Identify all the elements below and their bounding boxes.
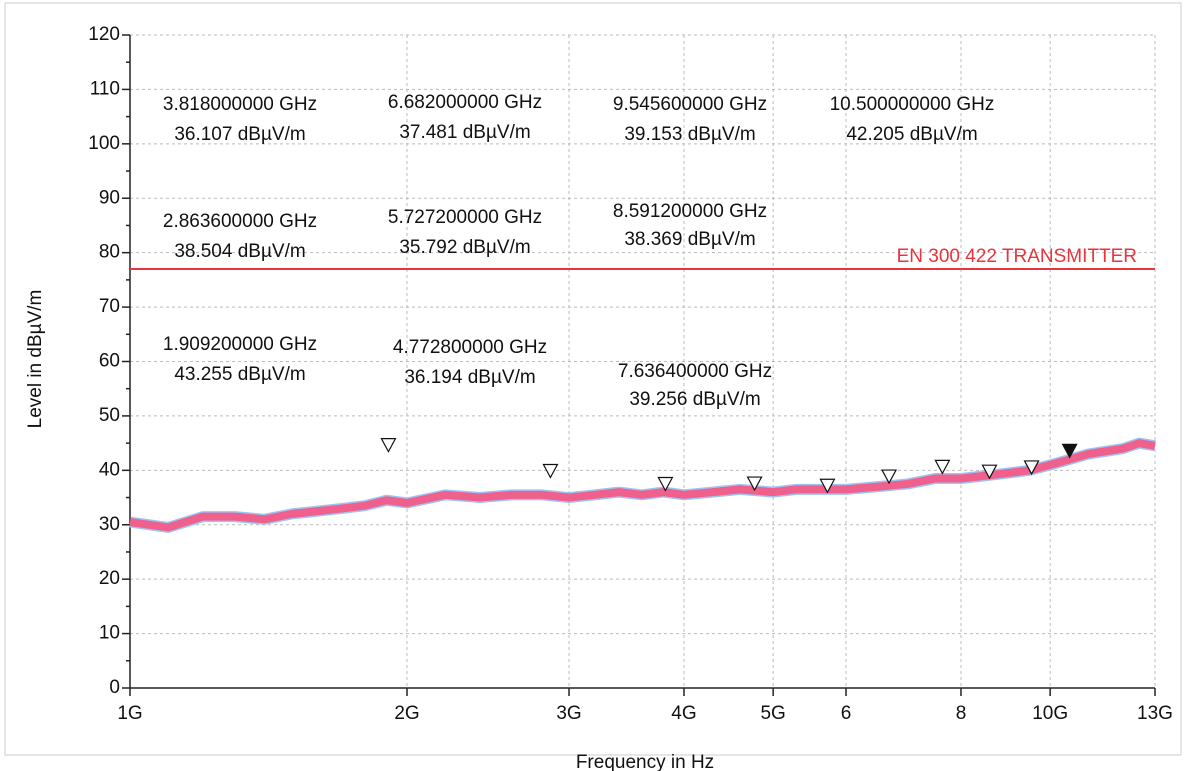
marker: [380, 438, 397, 453]
y-tick-label: 100: [88, 133, 120, 154]
x-tick-label: 13G: [1137, 703, 1173, 724]
marker-frequency: 7.636400000 GHz: [618, 361, 772, 382]
marker-level: 42.205 dBµV/m: [846, 124, 977, 145]
marker-frequency: 6.682000000 GHz: [388, 92, 542, 113]
marker-frequency: 3.818000000 GHz: [163, 94, 317, 115]
x-tick-label: 5G: [760, 703, 785, 724]
marker-frequency: 4.772800000 GHz: [393, 337, 547, 358]
marker-level: 39.256 dBµV/m: [629, 389, 760, 410]
marker: [1061, 443, 1078, 459]
y-tick-label: 70: [99, 296, 120, 317]
x-tick-label: 4G: [671, 703, 696, 724]
x-tick-label: 6: [841, 703, 852, 724]
marker-level: 36.194 dBµV/m: [404, 367, 535, 388]
marker-level: 38.504 dBµV/m: [174, 241, 305, 262]
marker-frequency: 2.863600000 GHz: [163, 211, 317, 232]
trace: [129, 439, 1156, 532]
x-tick-label: 10G: [1032, 703, 1068, 724]
marker-level: 35.792 dBµV/m: [399, 237, 530, 258]
y-tick-label: 90: [99, 187, 120, 208]
y-tick-label: 110: [90, 78, 120, 99]
marker-frequency: 5.727200000 GHz: [388, 207, 542, 228]
marker: [657, 476, 674, 492]
marker: [1023, 460, 1040, 476]
marker: [819, 478, 836, 494]
y-tick-label: 60: [99, 351, 120, 372]
y-tick-label: 40: [99, 459, 120, 480]
y-tick-label: 80: [99, 242, 120, 263]
marker-frequency: 8.591200000 GHz: [613, 201, 767, 222]
y-tick-label: 30: [99, 514, 120, 535]
x-tick-label: 8: [956, 703, 967, 724]
marker-frequency: 10.500000000 GHz: [830, 94, 995, 115]
frame: [4, 2, 1182, 756]
x-tick-label: 2G: [394, 703, 419, 724]
marker: [934, 459, 951, 475]
marker-level: 37.481 dBµV/m: [399, 122, 530, 143]
y-axis-label: Level in dBµV/m: [25, 290, 46, 429]
marker-frequency: 1.909200000 GHz: [163, 334, 317, 355]
y-tick-label: 0: [109, 677, 120, 698]
marker-level: 43.255 dBµV/m: [174, 364, 305, 385]
y-tick-label: 120: [88, 24, 120, 45]
marker: [542, 463, 559, 479]
limit-line-label: EN 300 422 TRANSMITTER: [897, 246, 1137, 267]
marker: [881, 469, 898, 485]
y-tick-label: 20: [99, 568, 120, 589]
x-tick-label: 3G: [556, 703, 581, 724]
marker: [981, 464, 998, 480]
marker-level: 38.369 dBµV/m: [624, 229, 755, 250]
marker-level: 36.107 dBµV/m: [174, 124, 305, 145]
x-axis-label: Frequency in Hz: [576, 752, 714, 771]
x-tick-label: 1G: [117, 703, 142, 724]
marker-level: 39.153 dBµV/m: [624, 124, 755, 145]
y-tick-label: 50: [99, 405, 120, 426]
marker-frequency: 9.545600000 GHz: [613, 94, 767, 115]
marker: [746, 476, 763, 492]
y-tick-label: 10: [99, 623, 120, 644]
